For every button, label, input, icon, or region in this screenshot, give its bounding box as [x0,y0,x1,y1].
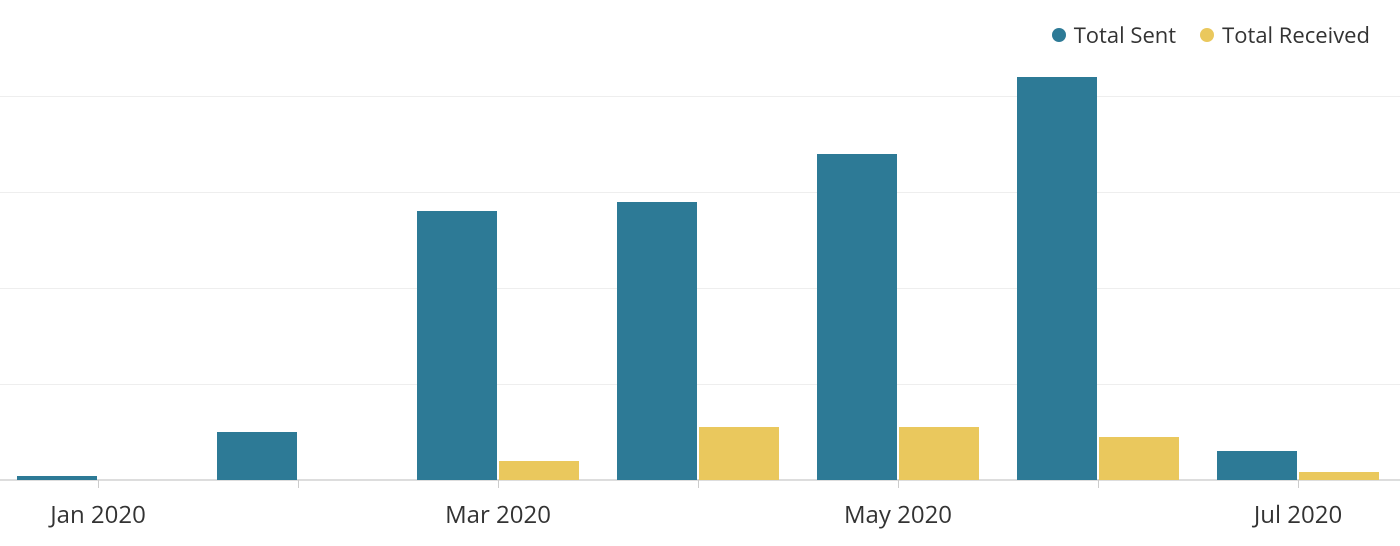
gridline [0,192,1400,193]
gridline [0,96,1400,97]
x-tick [1298,480,1299,488]
gridline [0,384,1400,385]
x-axis-label: Mar 2020 [445,498,551,531]
bar-total-sent [417,211,497,480]
x-tick [898,480,899,488]
bar-total-sent [17,476,97,480]
x-axis-label: May 2020 [844,498,952,531]
bar-total-received [1099,437,1179,480]
x-tick [298,480,299,488]
bar-total-received [899,427,979,480]
bar-total-sent [217,432,297,480]
bar-total-received [699,427,779,480]
bar-total-sent [617,202,697,480]
bar-total-sent [817,154,897,480]
bar-total-received [499,461,579,480]
bar-total-sent [1217,451,1297,480]
gridline [0,288,1400,289]
x-tick [698,480,699,488]
plot-area: Jan 2020 Mar 2020 May 2020 Jul 2020 [0,0,1400,546]
x-axis-label: Jul 2020 [1254,498,1342,531]
x-tick [1098,480,1099,488]
bar-total-sent [1017,77,1097,480]
chart-container: Total SentTotal Received Jan 2020Mar 202… [0,0,1400,546]
x-axis-label: Jan 2020 [50,498,146,531]
x-tick [98,480,99,488]
bar-total-received [1299,472,1379,480]
x-tick [498,480,499,488]
